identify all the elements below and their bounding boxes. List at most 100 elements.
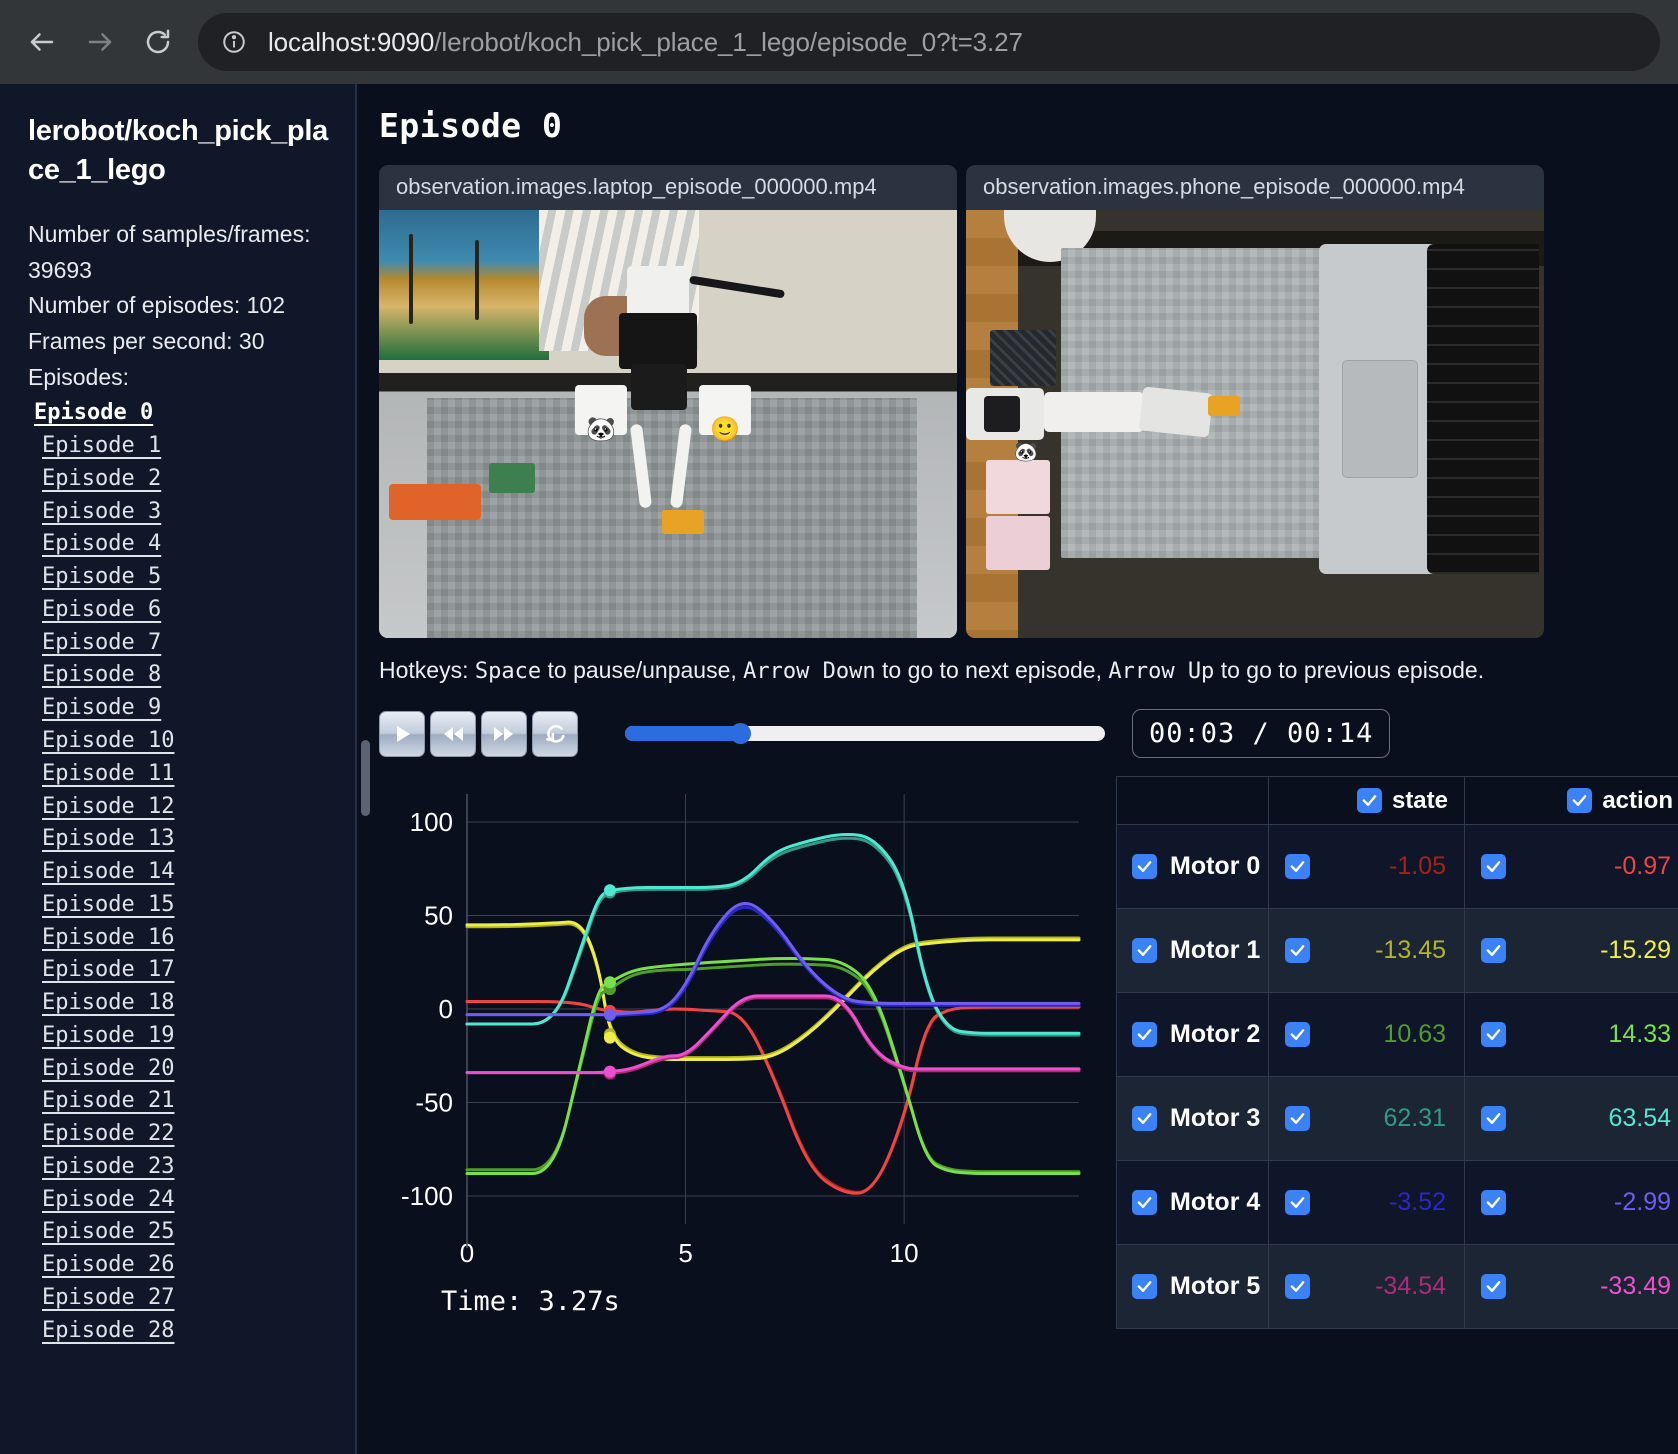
episode-link-4[interactable]: Episode 4 (42, 531, 162, 557)
episode-link-27[interactable]: Episode 27 (42, 1285, 175, 1310)
action-value: -2.99 (1614, 1188, 1671, 1216)
motor-0-state-checkbox[interactable] (1285, 854, 1310, 879)
sidebar-divider (355, 84, 357, 1454)
address-bar[interactable]: localhost:9090/lerobot/koch_pick_place_1… (198, 13, 1660, 71)
episode-link-2[interactable]: Episode 2 (42, 465, 162, 491)
sidebar-resize-handle[interactable] (361, 740, 370, 816)
motor-label: Motor 4 (1170, 1188, 1261, 1216)
back-button[interactable] (18, 18, 66, 66)
episode-link-20[interactable]: Episode 20 (42, 1055, 175, 1081)
forward-button[interactable] (76, 18, 124, 66)
episode-link-28[interactable]: Episode 28 (42, 1317, 175, 1343)
episode-link-22[interactable]: Episode 22 (42, 1121, 175, 1147)
browser-toolbar: localhost:9090/lerobot/koch_pick_place_1… (0, 0, 1678, 84)
motor-5-checkbox[interactable] (1132, 1274, 1157, 1299)
series-line (465, 1000, 1081, 1195)
episodes-label: Episodes: (28, 363, 130, 390)
motor-4-checkbox[interactable] (1132, 1190, 1157, 1215)
motor-4-state-checkbox[interactable] (1285, 1190, 1310, 1215)
cell-motor-name: Motor 3 (1116, 1076, 1269, 1161)
timeseries-chart[interactable]: -100 -50 0 50 100 0 5 10 Time: 3.27s (379, 776, 1091, 1329)
x-tick-label: 0 (460, 1238, 474, 1268)
robot-wrist (631, 364, 687, 411)
seek-track[interactable] (625, 723, 1105, 744)
episode-link-9[interactable]: Episode 9 (42, 695, 162, 721)
episode-link-1[interactable]: Episode 1 (42, 433, 162, 459)
state-column-checkbox[interactable] (1356, 788, 1382, 813)
seek-thumb[interactable] (730, 723, 752, 744)
cell-motor-name: Motor 5 (1116, 1244, 1269, 1329)
page-title: Episode 0 (379, 106, 563, 145)
episode-link-8[interactable]: Episode 8 (42, 662, 162, 688)
motor-5-state-checkbox[interactable] (1285, 1274, 1310, 1299)
episode-link-25[interactable]: Episode 25 (42, 1219, 175, 1245)
robot-body (619, 312, 697, 369)
cell-motor-name: Motor 4 (1116, 1160, 1269, 1245)
play-button[interactable] (379, 710, 425, 757)
dataset-title: lerobot/koch_pick_place_1_lego (28, 115, 328, 186)
motor-0-checkbox[interactable] (1132, 854, 1157, 879)
dataset-meta: Number of samples/frames: 39693 Number o… (28, 217, 329, 395)
state-value: 10.63 (1383, 1020, 1446, 1048)
x-tick-label: 5 (678, 1238, 692, 1268)
robot-upper-link (627, 265, 689, 318)
rewind-button[interactable] (430, 710, 476, 757)
time-readout: Time: 3.27s (441, 1286, 620, 1317)
video-controls: 00:03 / 00:14 (379, 709, 1678, 758)
video-player-phone[interactable]: 🐼 (966, 210, 1544, 638)
site-info-button[interactable] (214, 22, 254, 62)
check-icon (1290, 1113, 1305, 1124)
episode-link-16[interactable]: Episode 16 (42, 924, 175, 950)
series-line (465, 957, 1081, 1176)
motor-2-action-checkbox[interactable] (1481, 1022, 1506, 1047)
episode-link-26[interactable]: Episode 26 (42, 1252, 175, 1278)
site-info-icon (223, 31, 245, 53)
motor-3-state-checkbox[interactable] (1285, 1106, 1310, 1131)
episode-link-11[interactable]: Episode 11 (42, 760, 175, 786)
loop-button[interactable] (532, 710, 578, 757)
action-column-checkbox[interactable] (1567, 788, 1593, 813)
motor-3-action-checkbox[interactable] (1481, 1106, 1506, 1131)
url-host: localhost:9090 (268, 26, 435, 57)
episode-link-18[interactable]: Episode 18 (42, 990, 175, 1016)
episode-link-24[interactable]: Episode 24 (42, 1186, 175, 1212)
motor-1-state-checkbox[interactable] (1285, 938, 1310, 963)
check-icon (1137, 1197, 1152, 1208)
forward-arrow-icon (88, 33, 112, 51)
episode-link-5[interactable]: Episode 5 (42, 564, 162, 590)
motor-4-action-checkbox[interactable] (1481, 1190, 1506, 1215)
reload-button[interactable] (134, 18, 182, 66)
check-icon (1137, 1113, 1152, 1124)
motor-1-checkbox[interactable] (1132, 938, 1157, 963)
motor-5-action-checkbox[interactable] (1481, 1274, 1506, 1299)
episode-link-14[interactable]: Episode 14 (42, 859, 175, 885)
cell-state: 62.31 (1268, 1076, 1465, 1161)
motor-0-action-checkbox[interactable] (1481, 854, 1506, 879)
motor-2-state-checkbox[interactable] (1285, 1022, 1310, 1047)
video-player-laptop[interactable]: 🐼 🙂 (379, 210, 957, 638)
episode-link-19[interactable]: Episode 19 (42, 1022, 175, 1048)
motor-3-checkbox[interactable] (1132, 1106, 1157, 1131)
chart-canvas[interactable]: -100 -50 0 50 100 0 5 10 (379, 776, 1091, 1276)
check-icon (1486, 861, 1501, 872)
check-icon (1486, 1113, 1501, 1124)
episode-link-12[interactable]: Episode 12 (42, 793, 175, 819)
cell-action: -15.29 (1464, 908, 1678, 993)
episode-link-0[interactable]: Episode 0 (34, 400, 154, 426)
fast-forward-button[interactable] (481, 710, 527, 757)
motor-label: Motor 1 (1170, 936, 1261, 964)
motor-2-checkbox[interactable] (1132, 1022, 1157, 1047)
episode-link-6[interactable]: Episode 6 (42, 596, 162, 622)
episode-link-15[interactable]: Episode 15 (42, 891, 175, 917)
motor-1-action-checkbox[interactable] (1481, 938, 1506, 963)
seek-bar[interactable] (625, 711, 1105, 757)
episode-link-13[interactable]: Episode 13 (42, 826, 175, 852)
episode-link-7[interactable]: Episode 7 (42, 629, 162, 655)
episode-link-21[interactable]: Episode 21 (42, 1088, 175, 1114)
episode-link-10[interactable]: Episode 10 (42, 727, 175, 753)
episode-link-3[interactable]: Episode 3 (42, 498, 162, 524)
rewind-icon (444, 726, 463, 741)
episode-link-23[interactable]: Episode 23 (42, 1153, 175, 1179)
cell-action: -0.97 (1464, 824, 1678, 909)
episode-link-17[interactable]: Episode 17 (42, 957, 175, 983)
